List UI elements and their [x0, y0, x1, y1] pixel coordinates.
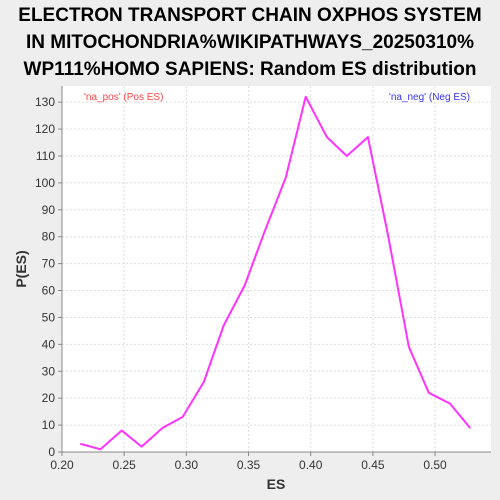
y-tick-label: 30	[42, 364, 56, 378]
data-point	[222, 324, 225, 327]
data-point	[449, 402, 451, 405]
y-tick-label: 100	[35, 176, 55, 190]
y-tick-label: 80	[42, 230, 56, 244]
y-tick-label: 40	[42, 337, 56, 351]
chart-title-line-3: WP111%HOMO SAPIENS: Random ES distributi…	[23, 59, 477, 80]
y-tick-label: 90	[42, 203, 56, 217]
y-tick-label: 50	[42, 310, 56, 324]
data-point	[161, 426, 164, 429]
y-tick-label: 120	[35, 122, 55, 136]
data-point	[263, 230, 266, 233]
x-ticks: 0.20 0.25 0.30 0.35 0.40 0.45 0.50	[50, 452, 447, 472]
data-point	[469, 426, 471, 429]
data-point	[99, 448, 102, 451]
y-tick-label: 110	[36, 149, 55, 163]
data-point	[79, 443, 82, 445]
data-point	[120, 429, 123, 432]
chart-title-line-2: IN MITOCHONDRIA%WIKIPATHWAYS_20250310%	[25, 32, 475, 53]
data-point	[345, 155, 348, 157]
y-tick-label: 20	[42, 391, 56, 405]
x-axis-label: ES	[267, 476, 286, 492]
y-tick-label: 60	[42, 284, 56, 298]
y-tick-label: 0	[48, 445, 55, 459]
data-point	[140, 445, 143, 448]
data-point	[181, 416, 184, 418]
plot-area	[62, 86, 491, 452]
x-tick-label: 0.45	[361, 458, 385, 472]
x-tick-label: 0.25	[112, 458, 136, 472]
chart-title-line-1: ELECTRON TRANSPORT CHAIN OXPHOS SYSTEM	[18, 5, 482, 26]
data-point	[428, 391, 430, 394]
data-point	[285, 176, 287, 179]
data-point	[386, 233, 389, 235]
axes	[61, 86, 491, 453]
x-tick-label: 0.40	[299, 458, 323, 472]
data-point	[202, 381, 205, 383]
series-group	[79, 95, 471, 451]
x-tick-label: 0.30	[175, 458, 199, 472]
series-line	[80, 95, 471, 451]
y-tick-label: 10	[42, 418, 56, 432]
x-tick-label: 0.35	[237, 458, 261, 472]
data-point	[326, 136, 328, 138]
y-axis-label: P(ES)	[13, 250, 29, 287]
data-point	[304, 95, 307, 98]
y-tick-label: 70	[42, 257, 56, 271]
data-point	[367, 136, 369, 138]
y-ticks: 0 10 20 30 40 50 60 70 80 90 100 110 120 130	[35, 95, 62, 459]
legend-neg: 'na_neg' (Neg ES)	[389, 92, 470, 103]
data-point	[243, 284, 246, 286]
legend-pos: 'na_pos' (Pos ES)	[84, 92, 163, 103]
y-tick-label: 130	[35, 95, 55, 109]
x-tick-label: 0.50	[423, 458, 447, 472]
chart-title: ELECTRON TRANSPORT CHAIN OXPHOS SYSTEM I…	[0, 2, 500, 83]
data-point	[408, 346, 410, 348]
x-tick-label: 0.20	[50, 458, 74, 472]
